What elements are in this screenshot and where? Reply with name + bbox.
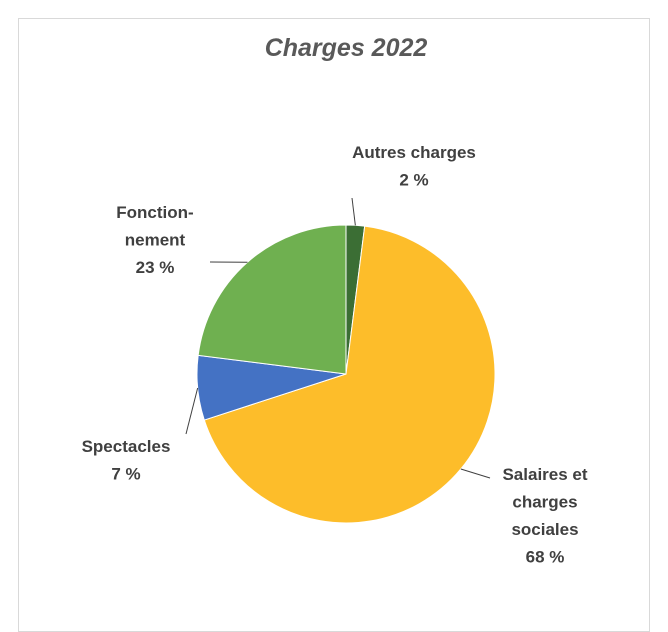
pie-slice — [203, 225, 496, 524]
value-label: 2 % — [399, 171, 428, 190]
chart-title: Charges 2022 — [265, 34, 428, 62]
value-label: 68 % — [526, 548, 565, 567]
leader-line — [460, 468, 491, 479]
pie-slice — [197, 224, 347, 375]
category-label: Spectacles — [82, 437, 171, 456]
value-label: 7 % — [111, 465, 140, 484]
category-label: Fonction-nement — [116, 203, 193, 250]
category-label: Salaires et charges sociales — [502, 465, 587, 539]
category-label: Autres charges — [352, 143, 476, 162]
leader-line — [185, 387, 199, 435]
leader-line — [351, 197, 356, 226]
value-label: 23 % — [136, 258, 175, 277]
